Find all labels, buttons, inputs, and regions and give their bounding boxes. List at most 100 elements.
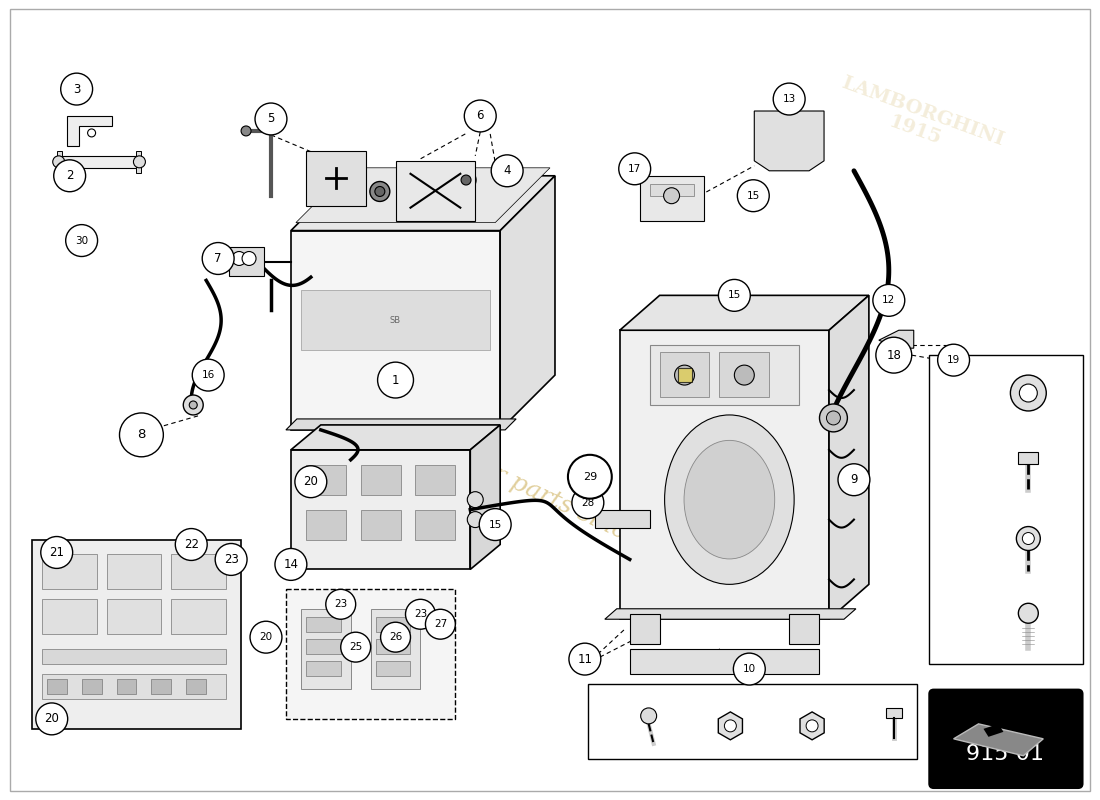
- Text: SB: SB: [390, 316, 402, 325]
- Text: 15: 15: [747, 190, 760, 201]
- Circle shape: [202, 242, 234, 274]
- Polygon shape: [619, 295, 869, 330]
- Polygon shape: [755, 111, 824, 170]
- Circle shape: [718, 279, 750, 311]
- FancyBboxPatch shape: [32, 539, 241, 729]
- Circle shape: [275, 549, 307, 580]
- Text: 15: 15: [488, 519, 502, 530]
- Text: 18: 18: [887, 349, 901, 362]
- Circle shape: [456, 170, 476, 190]
- FancyBboxPatch shape: [886, 708, 902, 718]
- Circle shape: [175, 529, 207, 561]
- Polygon shape: [500, 176, 556, 430]
- Text: 5: 5: [267, 113, 275, 126]
- Text: 29: 29: [603, 701, 618, 714]
- Circle shape: [1020, 384, 1037, 402]
- Circle shape: [873, 285, 905, 316]
- Circle shape: [572, 486, 604, 518]
- Polygon shape: [296, 168, 550, 222]
- Circle shape: [133, 156, 145, 168]
- FancyBboxPatch shape: [306, 510, 345, 539]
- Circle shape: [838, 464, 870, 496]
- Circle shape: [806, 720, 818, 732]
- FancyBboxPatch shape: [629, 649, 820, 674]
- Circle shape: [53, 156, 65, 168]
- Circle shape: [735, 365, 755, 385]
- Text: 11: 11: [939, 462, 957, 477]
- FancyBboxPatch shape: [678, 368, 692, 382]
- Circle shape: [120, 413, 163, 457]
- Text: 18: 18: [848, 701, 864, 714]
- Circle shape: [725, 720, 736, 732]
- Text: 27: 27: [433, 619, 447, 630]
- FancyBboxPatch shape: [1019, 452, 1038, 464]
- Text: 22: 22: [184, 538, 199, 551]
- FancyBboxPatch shape: [42, 649, 227, 664]
- Polygon shape: [306, 151, 365, 206]
- Text: 8: 8: [138, 428, 145, 442]
- Ellipse shape: [664, 415, 794, 584]
- FancyBboxPatch shape: [306, 639, 341, 654]
- Text: 3: 3: [73, 82, 80, 95]
- Circle shape: [773, 83, 805, 115]
- Text: 23: 23: [684, 701, 701, 714]
- FancyBboxPatch shape: [928, 355, 1084, 664]
- Polygon shape: [290, 450, 471, 570]
- Text: 11: 11: [578, 653, 593, 666]
- Text: 8: 8: [944, 539, 953, 554]
- Circle shape: [492, 155, 524, 186]
- FancyBboxPatch shape: [301, 290, 491, 350]
- Text: 17: 17: [628, 164, 641, 174]
- FancyBboxPatch shape: [660, 352, 710, 397]
- Text: 15: 15: [728, 290, 741, 300]
- FancyBboxPatch shape: [47, 679, 67, 694]
- Text: 2: 2: [66, 170, 74, 182]
- Polygon shape: [954, 724, 1043, 756]
- Circle shape: [464, 100, 496, 132]
- Polygon shape: [629, 614, 660, 644]
- FancyBboxPatch shape: [152, 679, 172, 694]
- Polygon shape: [136, 151, 142, 173]
- Circle shape: [189, 401, 197, 409]
- Text: 29: 29: [583, 472, 597, 482]
- Circle shape: [341, 632, 371, 662]
- Polygon shape: [67, 116, 111, 146]
- Text: 19: 19: [947, 355, 960, 365]
- Text: 12: 12: [882, 295, 895, 306]
- FancyBboxPatch shape: [375, 661, 410, 676]
- Circle shape: [375, 186, 385, 197]
- FancyBboxPatch shape: [371, 610, 420, 689]
- Circle shape: [1019, 603, 1038, 623]
- Circle shape: [216, 543, 248, 575]
- Text: 26: 26: [389, 632, 403, 642]
- Polygon shape: [640, 176, 704, 221]
- Text: 15: 15: [939, 386, 957, 400]
- Polygon shape: [57, 151, 62, 173]
- Text: LAMBORGHINI
1915: LAMBORGHINI 1915: [832, 74, 1006, 169]
- Text: 28: 28: [581, 498, 594, 508]
- Circle shape: [569, 643, 601, 675]
- FancyBboxPatch shape: [416, 510, 455, 539]
- Text: 23: 23: [414, 610, 427, 619]
- Polygon shape: [983, 724, 1003, 737]
- Polygon shape: [605, 609, 856, 619]
- Ellipse shape: [684, 440, 774, 559]
- Circle shape: [370, 182, 389, 202]
- Circle shape: [480, 509, 512, 541]
- Polygon shape: [879, 330, 914, 348]
- Circle shape: [242, 251, 256, 266]
- Circle shape: [468, 492, 483, 508]
- Circle shape: [568, 455, 612, 498]
- FancyBboxPatch shape: [229, 246, 264, 277]
- Circle shape: [619, 153, 650, 185]
- Text: 20: 20: [304, 475, 318, 488]
- FancyBboxPatch shape: [42, 599, 97, 634]
- Polygon shape: [396, 161, 475, 221]
- Circle shape: [674, 365, 694, 385]
- Polygon shape: [619, 330, 829, 619]
- FancyBboxPatch shape: [306, 661, 341, 676]
- Circle shape: [734, 653, 766, 685]
- Text: 3: 3: [944, 616, 953, 630]
- Circle shape: [377, 362, 414, 398]
- Text: 21: 21: [50, 546, 64, 559]
